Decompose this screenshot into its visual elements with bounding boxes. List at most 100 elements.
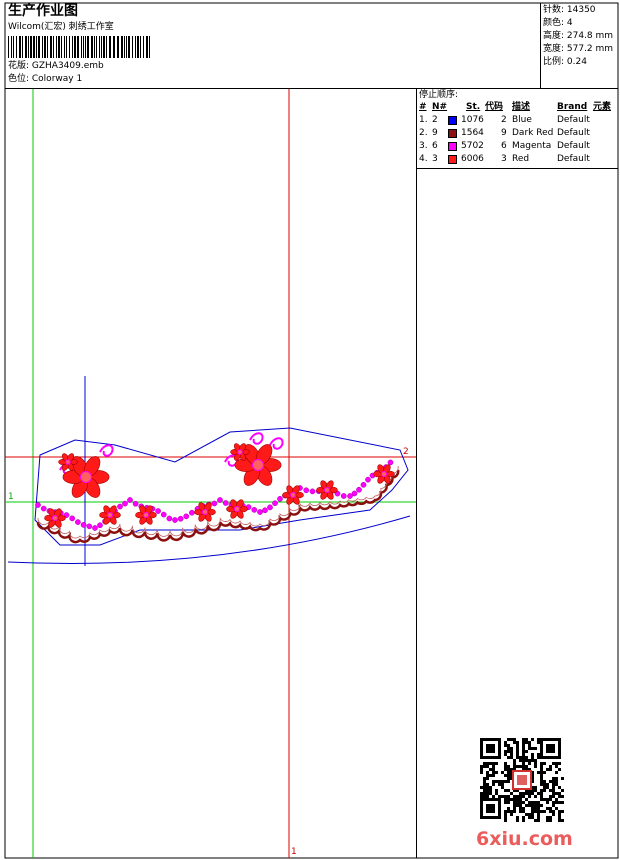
qr-cell [540,783,543,786]
cell: 9 [501,128,507,138]
qr-cell [555,771,558,774]
flower-center [107,512,113,518]
qr-cell [531,747,534,750]
qr-cell [555,765,558,768]
cell: Default [557,115,590,125]
bar-stripe [33,36,35,58]
qr-cell [507,801,510,804]
qr-cell [483,786,486,789]
qr-cell [486,762,489,765]
qr-cell [555,762,558,765]
bead [222,500,229,506]
qr-cell [504,798,507,801]
qr-cell [552,762,555,765]
qr-cell [516,801,519,804]
flower-center [290,492,296,498]
qr-cell [492,795,495,798]
bar-stripe [99,36,100,58]
qr-cell [528,801,531,804]
qr-cell [540,774,543,777]
qr-cell [519,759,522,762]
qr-cell [528,795,531,798]
qr-cell [510,813,513,816]
qr-cell [513,741,516,744]
bead [86,523,93,530]
qr-cell [558,786,561,789]
qr-cell [537,756,540,759]
qr-cell [549,780,552,783]
qr-cell [495,762,498,765]
bar-stripe [16,36,17,58]
qr-cell [486,774,489,777]
qr-cell [555,798,558,801]
qr-cell [531,759,534,762]
watermark: 6xiu.com [476,828,573,850]
qr-cell [543,771,546,774]
cell: 2 [501,115,507,125]
bead [122,500,128,507]
qr-cell [534,747,537,750]
qr-cell [549,816,552,819]
qr-cell [531,810,534,813]
qr-cell [501,780,504,783]
qr-finder [540,738,561,759]
bar-stripe [128,36,130,58]
bead [80,522,87,528]
qr-cell [558,801,561,804]
bar-stripe [36,36,37,58]
bar-stripe [44,36,46,58]
qr-cell [507,756,510,759]
title: 生产作业图 [8,3,78,19]
bead [40,505,47,512]
qr-cell [528,747,531,750]
bead [251,507,258,513]
column-header: Brand [557,102,588,112]
qr-cell [519,765,522,768]
qr-cell [492,771,495,774]
qr-cell [528,804,531,807]
bar-stripe [22,36,23,58]
qr-cell [525,759,528,762]
bead [155,508,161,514]
qr-cell [552,777,555,780]
qr-cell [504,744,507,747]
qr-cell [552,792,555,795]
qr-cell [531,756,534,759]
bar-stripe [42,36,43,58]
bead [177,515,184,522]
marker: 1 [8,492,14,502]
qr-cell [537,741,540,744]
table-label: 停止顺序: [419,90,459,100]
bead [257,509,263,515]
qr-cell [522,747,525,750]
bar-stripe [8,36,9,58]
qr-cell [534,765,537,768]
qr-code [480,738,564,822]
qr-cell [537,804,540,807]
marker: 2 [403,447,409,457]
qr-cell [513,738,516,741]
bar-stripe [101,36,102,58]
qr-cell [480,786,483,789]
bar-stripe [19,36,21,58]
qr-cell [528,744,531,747]
qr-cell [504,795,507,798]
cell: Default [557,154,590,164]
bead [217,497,223,503]
qr-cell [546,816,549,819]
qr-cell [486,786,489,789]
bar-stripe [106,36,107,58]
qr-cell [510,768,513,771]
qr-cell [513,762,516,765]
qr-cell [555,783,558,786]
qr-cell [504,774,507,777]
divider [540,3,541,88]
qr-finder [486,804,495,813]
bar-stripe [30,36,32,58]
qr-cell [546,819,549,822]
bar-stripe [58,36,60,58]
bar-stripe [56,36,57,58]
flower-center [234,506,240,512]
qr-cell [534,759,537,762]
